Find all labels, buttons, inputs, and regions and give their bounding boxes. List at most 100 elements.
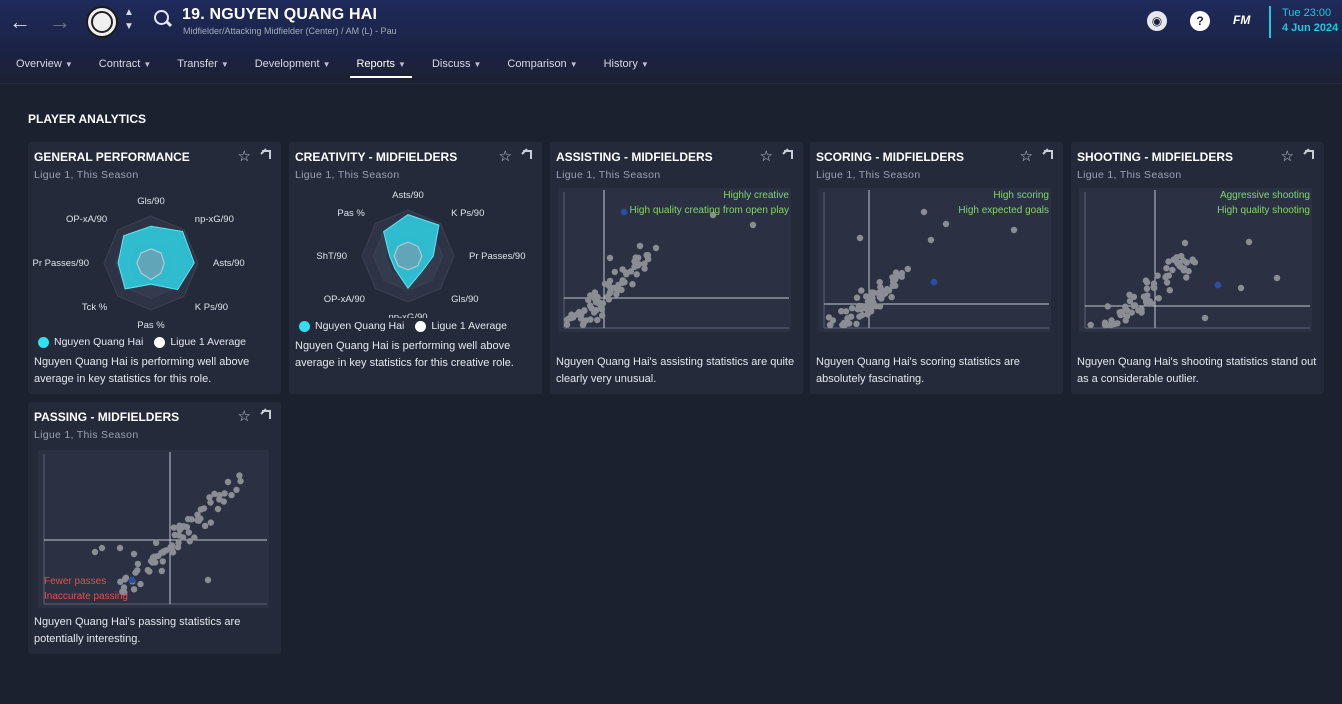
card-shooting[interactable]: SHOOTING - MIDFIELDERS ☆ Ligue 1, This S… [1071, 142, 1324, 394]
chevron-down-icon: ▼ [473, 60, 482, 69]
expand-icon[interactable] [1044, 150, 1053, 159]
scatter-point [1163, 265, 1170, 272]
tab-transfer[interactable]: Transfer ▼ [161, 50, 238, 80]
card-title: CREATIVITY - MIDFIELDERS [295, 150, 458, 164]
globe-icon[interactable]: ◉ [1147, 11, 1167, 31]
scatter-point [1146, 298, 1153, 305]
scatter-point [854, 306, 862, 313]
card-assisting[interactable]: ASSISTING - MIDFIELDERS ☆ Ligue 1, This … [550, 142, 803, 394]
tab-reports[interactable]: Reports ▼ [340, 50, 415, 80]
scatter-point [158, 567, 165, 575]
chevron-down-icon: ▼ [398, 60, 406, 69]
star-icon[interactable]: ☆ [1019, 148, 1033, 165]
scatter-point [594, 293, 601, 301]
radar-axis-label: np-xG/90 [388, 312, 427, 318]
forward-arrow-icon[interactable]: → [49, 9, 71, 34]
scatter-point [221, 490, 228, 497]
help-icon[interactable]: ? [1190, 11, 1210, 31]
scatter-point [207, 499, 214, 506]
scatter-point [864, 311, 871, 318]
legend-average-dot [415, 320, 427, 332]
back-arrow-icon[interactable]: ← [9, 9, 31, 34]
scatter-point [840, 320, 847, 328]
scatter-point [1143, 279, 1151, 286]
expand-icon[interactable] [784, 150, 793, 159]
date-full[interactable]: 4 Jun 2024 [1282, 22, 1339, 34]
card-description: Nguyen Quang Hai's passing statistics ar… [34, 616, 241, 645]
scatter-point [882, 290, 889, 297]
search-icon[interactable] [154, 10, 172, 28]
card-passing[interactable]: PASSING - MIDFIELDERS ☆ Ligue 1, This Se… [28, 402, 281, 654]
expand-icon[interactable] [262, 410, 271, 419]
scatter-point [1010, 226, 1018, 234]
chevron-down-icon: ▼ [569, 60, 578, 69]
scatter-point [636, 242, 644, 250]
scatter-point [890, 278, 897, 285]
scatter-point [152, 539, 160, 546]
club-badge-icon[interactable] [86, 6, 118, 38]
radar-axis-label: ShT/90 [316, 251, 347, 262]
star-icon[interactable]: ☆ [237, 408, 251, 425]
tab-development[interactable]: Development ▼ [239, 50, 341, 80]
scatter-point [207, 519, 214, 526]
scatter-point [606, 277, 614, 285]
player-point[interactable] [1214, 281, 1222, 289]
scatter-point [168, 542, 176, 549]
scatter-point [1166, 287, 1173, 294]
expand-icon[interactable] [1305, 150, 1314, 159]
scatter-point [185, 529, 192, 536]
star-icon[interactable]: ☆ [759, 148, 773, 165]
tab-discuss[interactable]: Discuss ▼ [416, 50, 491, 80]
player-point[interactable] [930, 278, 938, 286]
chevron-down-icon: ▼ [220, 60, 229, 69]
scatter-point [1126, 298, 1134, 305]
scatter-point [204, 576, 212, 584]
scatter-point [98, 544, 106, 552]
scatter-point [848, 305, 856, 312]
scatter-point [122, 574, 130, 581]
scatter-point [853, 294, 861, 301]
scatter-point [652, 244, 660, 252]
tab-history[interactable]: History ▼ [588, 50, 659, 80]
card-subtitle: Ligue 1, This Season [34, 429, 139, 441]
card-scoring[interactable]: SCORING - MIDFIELDERS ☆ Ligue 1, This Se… [810, 142, 1063, 394]
chevron-down-icon: ▼ [322, 60, 331, 69]
scatter-point [709, 211, 717, 219]
scatter-point [1165, 272, 1172, 279]
star-icon[interactable]: ☆ [498, 148, 512, 165]
card-creativity[interactable]: CREATIVITY - MIDFIELDERS ☆ Ligue 1, This… [289, 142, 542, 394]
card-general-performance[interactable]: GENERAL PERFORMANCE ☆ Ligue 1, This Seas… [28, 142, 281, 394]
date-day[interactable]: Tue 23:00 [1282, 7, 1332, 19]
section-title: PLAYER ANALYTICS [28, 112, 147, 126]
star-icon[interactable]: ☆ [237, 148, 251, 165]
tab-label: Contract [98, 58, 141, 70]
scatter-point [216, 496, 223, 503]
radar-axis-label: K Ps/90 [451, 208, 484, 219]
scatter-point [211, 490, 218, 497]
tab-comparison[interactable]: Comparison ▼ [491, 50, 587, 80]
quadrant-label: High expected goals [958, 205, 1049, 216]
scatter-point [878, 295, 885, 302]
tab-overview[interactable]: Overview ▼ [0, 50, 83, 80]
scatter-point [875, 289, 882, 296]
scatter-point [1183, 274, 1190, 281]
fm-logo[interactable]: FM [1233, 13, 1251, 27]
scatter-point [888, 293, 895, 301]
player-point[interactable] [620, 208, 628, 216]
scatter-point [188, 516, 195, 523]
legend-player-dot [38, 336, 49, 348]
player-title: 19. NGUYEN QUANG HAI [182, 6, 378, 23]
scatter-point [605, 296, 613, 303]
quadrant-label: Highly creative [723, 190, 789, 201]
scatter-point [575, 308, 583, 316]
scatter-point [1169, 266, 1176, 274]
scatter-point [130, 586, 138, 593]
scatter-point [606, 254, 614, 262]
expand-icon[interactable] [262, 150, 271, 159]
expand-icon[interactable] [523, 150, 532, 159]
scatter-point [590, 309, 598, 316]
up-down-chevron-icon[interactable]: ▲ ▼ [124, 7, 134, 32]
star-icon[interactable]: ☆ [1280, 148, 1294, 165]
tab-contract[interactable]: Contract ▼ [83, 50, 162, 80]
player-point[interactable] [128, 576, 136, 584]
